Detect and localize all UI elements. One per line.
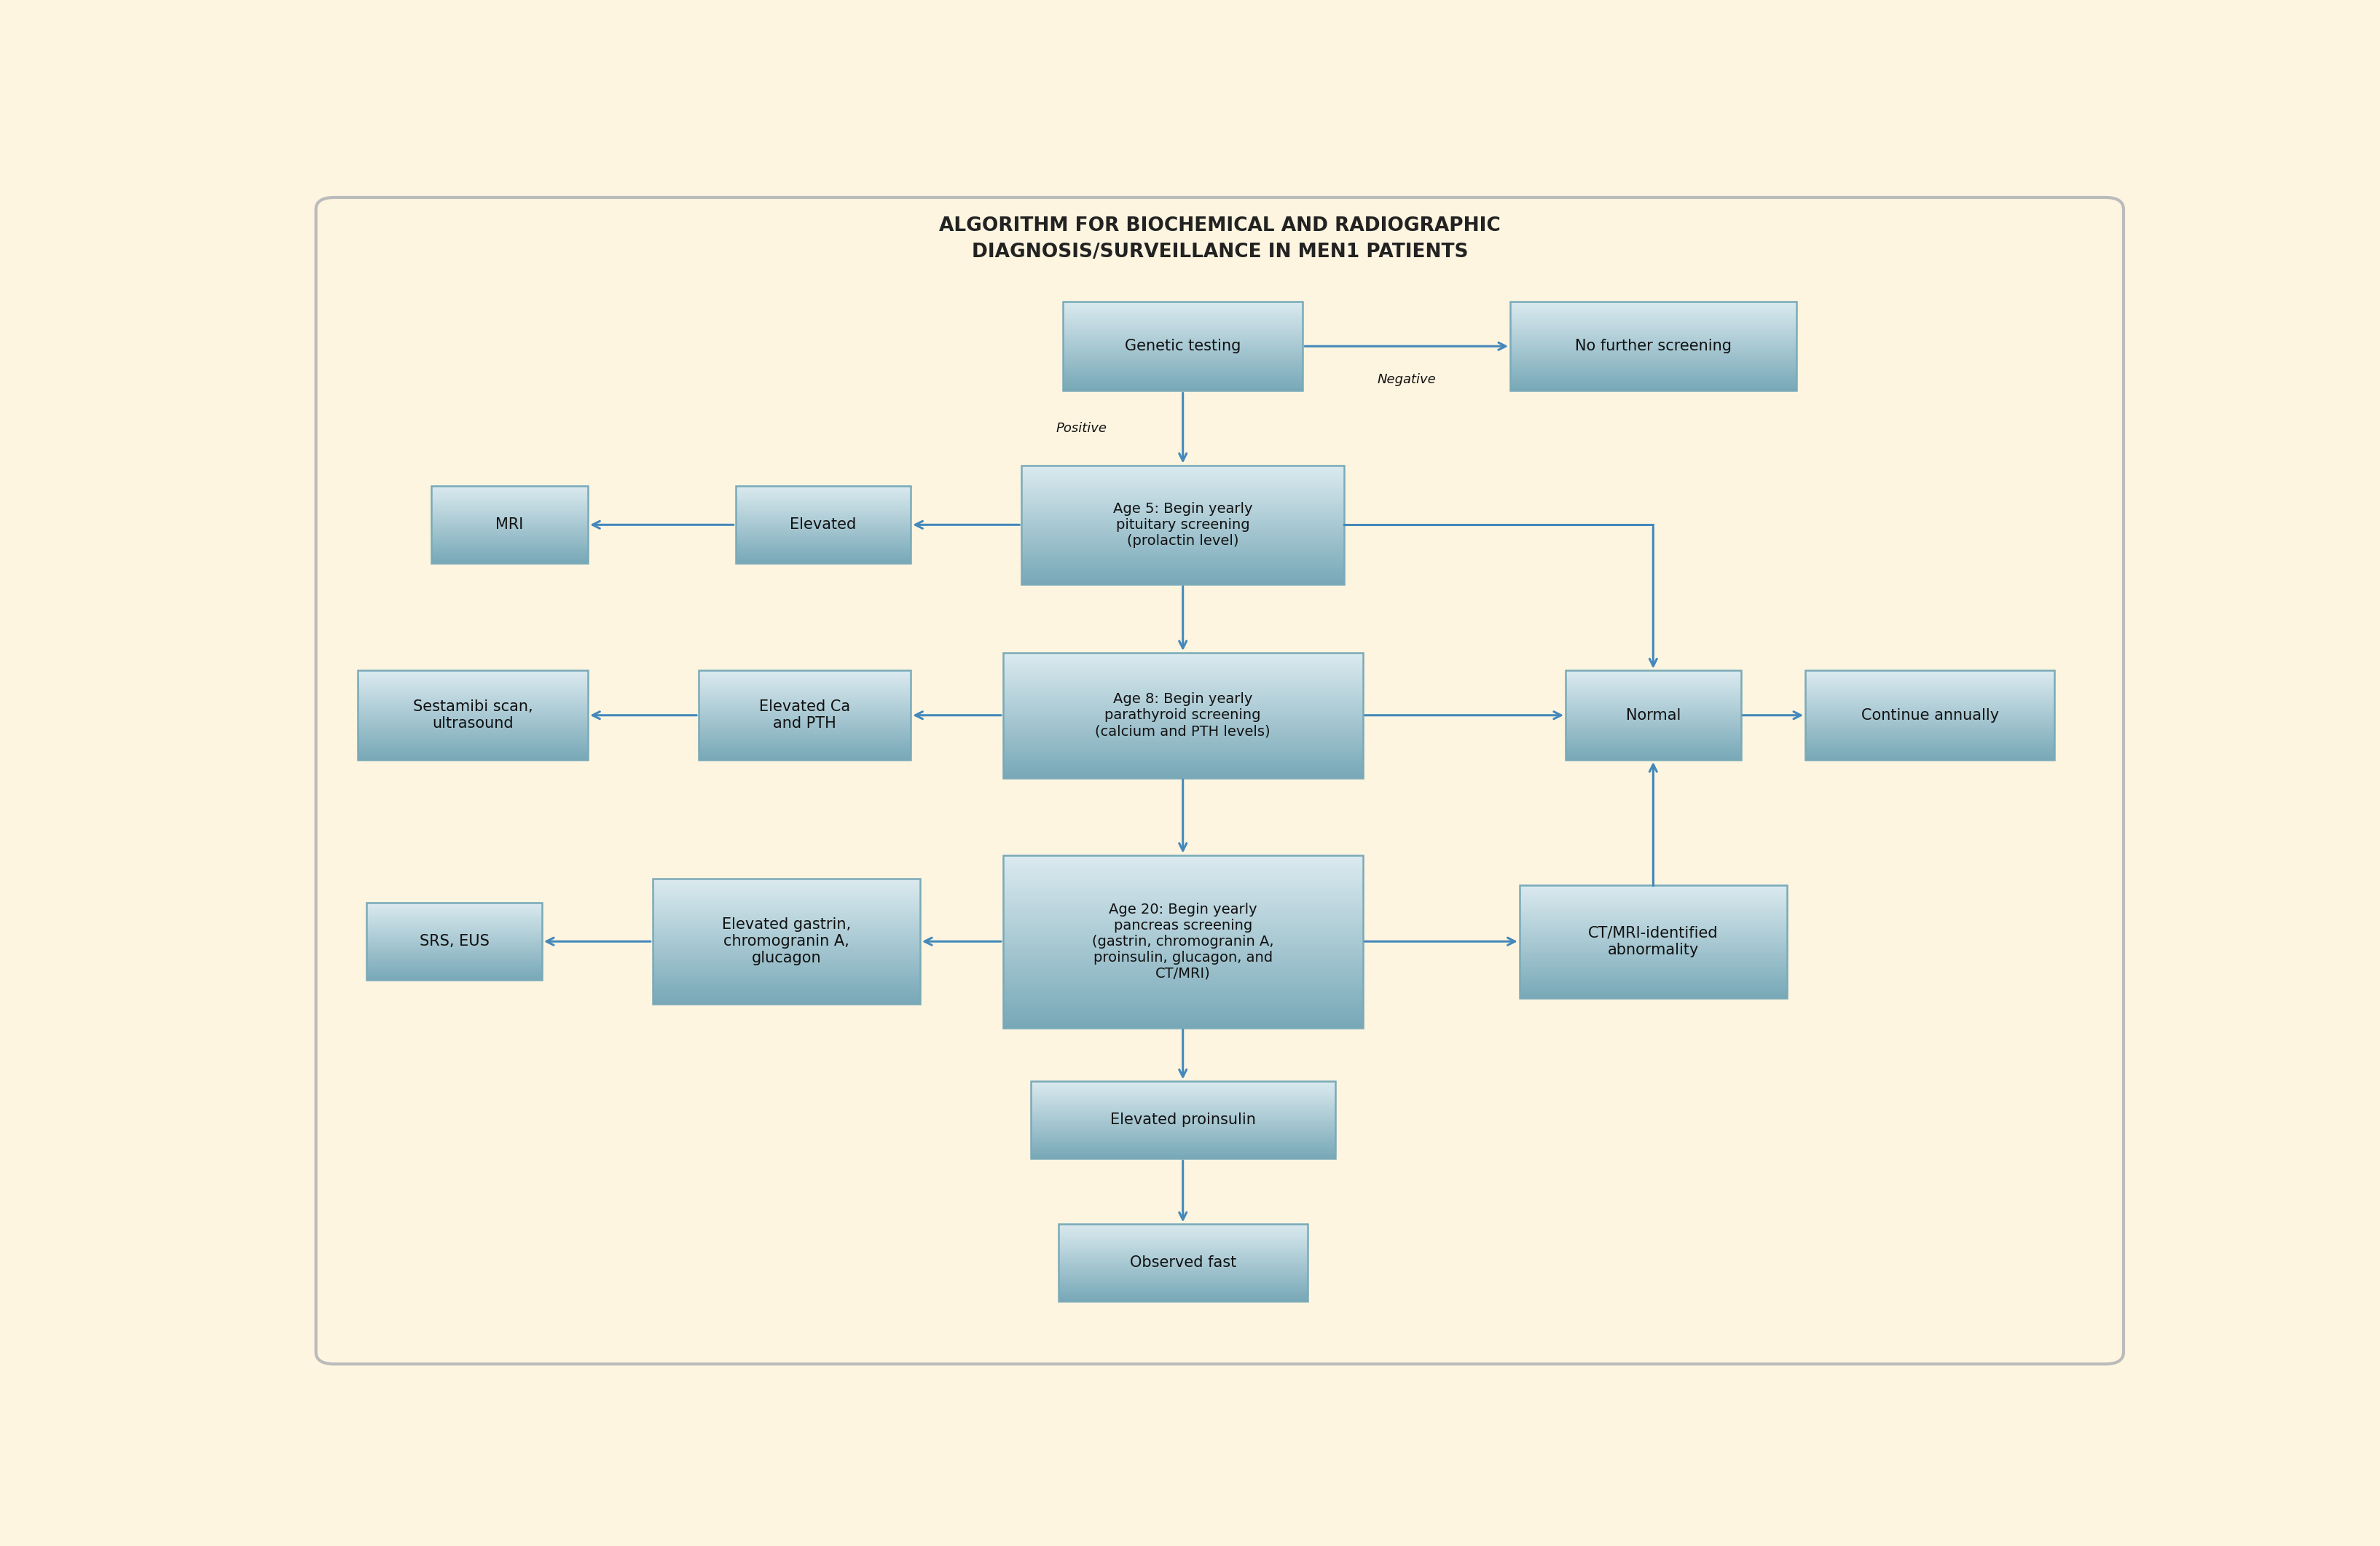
- Text: Elevated gastrin,
chromogranin A,
glucagon: Elevated gastrin, chromogranin A, glucag…: [721, 917, 850, 966]
- Text: Observed fast: Observed fast: [1130, 1255, 1235, 1271]
- Text: Negative: Negative: [1378, 373, 1435, 386]
- Text: Age 5: Begin yearly
pituitary screening
(prolactin level): Age 5: Begin yearly pituitary screening …: [1114, 502, 1252, 547]
- Text: Sestamibi scan,
ultrasound: Sestamibi scan, ultrasound: [412, 699, 533, 731]
- Text: No further screening: No further screening: [1576, 339, 1733, 354]
- Text: Genetic testing: Genetic testing: [1126, 339, 1240, 354]
- Text: Age 20: Begin yearly
pancreas screening
(gastrin, chromogranin A,
proinsulin, gl: Age 20: Begin yearly pancreas screening …: [1092, 903, 1273, 980]
- Text: Elevated proinsulin: Elevated proinsulin: [1109, 1113, 1257, 1127]
- Text: Continue annually: Continue annually: [1861, 708, 1999, 722]
- Text: CT/MRI-identified
abnormality: CT/MRI-identified abnormality: [1587, 926, 1718, 957]
- Text: Positive: Positive: [1057, 422, 1107, 434]
- Text: Elevated: Elevated: [790, 518, 857, 532]
- Text: Elevated Ca
and PTH: Elevated Ca and PTH: [759, 699, 850, 731]
- Text: SRS, EUS: SRS, EUS: [419, 934, 490, 949]
- Text: ALGORITHM FOR BIOCHEMICAL AND RADIOGRAPHIC
DIAGNOSIS/SURVEILLANCE IN MEN1 PATIEN: ALGORITHM FOR BIOCHEMICAL AND RADIOGRAPH…: [940, 216, 1499, 261]
- Text: MRI: MRI: [495, 518, 524, 532]
- Text: Normal: Normal: [1626, 708, 1680, 722]
- Text: Age 8: Begin yearly
parathyroid screening
(calcium and PTH levels): Age 8: Begin yearly parathyroid screenin…: [1095, 693, 1271, 737]
